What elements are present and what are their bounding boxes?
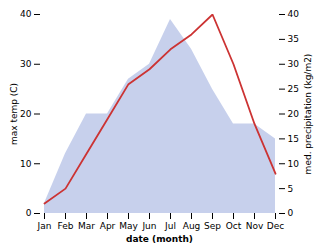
svg-text:30: 30: [20, 59, 32, 69]
svg-text:Apr: Apr: [100, 221, 116, 231]
svg-text:Jan: Jan: [37, 221, 52, 231]
svg-text:35: 35: [288, 34, 299, 44]
svg-text:date (month): date (month): [126, 234, 193, 244]
svg-text:25: 25: [288, 84, 299, 94]
svg-text:20: 20: [288, 109, 300, 119]
svg-text:10: 10: [20, 159, 32, 169]
svg-text:May: May: [119, 221, 138, 231]
svg-text:40: 40: [288, 9, 300, 19]
svg-text:Jul: Jul: [164, 221, 176, 231]
svg-text:40: 40: [20, 9, 32, 19]
svg-text:20: 20: [20, 109, 32, 119]
svg-text:Jun: Jun: [141, 221, 156, 231]
svg-text:Sep: Sep: [204, 221, 221, 231]
svg-text:5: 5: [288, 184, 294, 194]
svg-text:Aug: Aug: [183, 221, 201, 231]
svg-text:0: 0: [288, 208, 294, 218]
svg-text:Mar: Mar: [78, 221, 95, 231]
svg-text:15: 15: [288, 134, 299, 144]
svg-text:Nov: Nov: [246, 221, 264, 231]
svg-text:30: 30: [288, 59, 300, 69]
svg-text:10: 10: [288, 159, 300, 169]
svg-text:0: 0: [26, 208, 32, 218]
svg-text:med. precipitation (kg/m2): med. precipitation (kg/m2): [303, 54, 313, 175]
svg-text:Dec: Dec: [267, 221, 284, 231]
svg-text:Oct: Oct: [226, 221, 242, 231]
svg-text:Feb: Feb: [58, 221, 74, 231]
svg-text:max temp (C): max temp (C): [9, 83, 19, 145]
